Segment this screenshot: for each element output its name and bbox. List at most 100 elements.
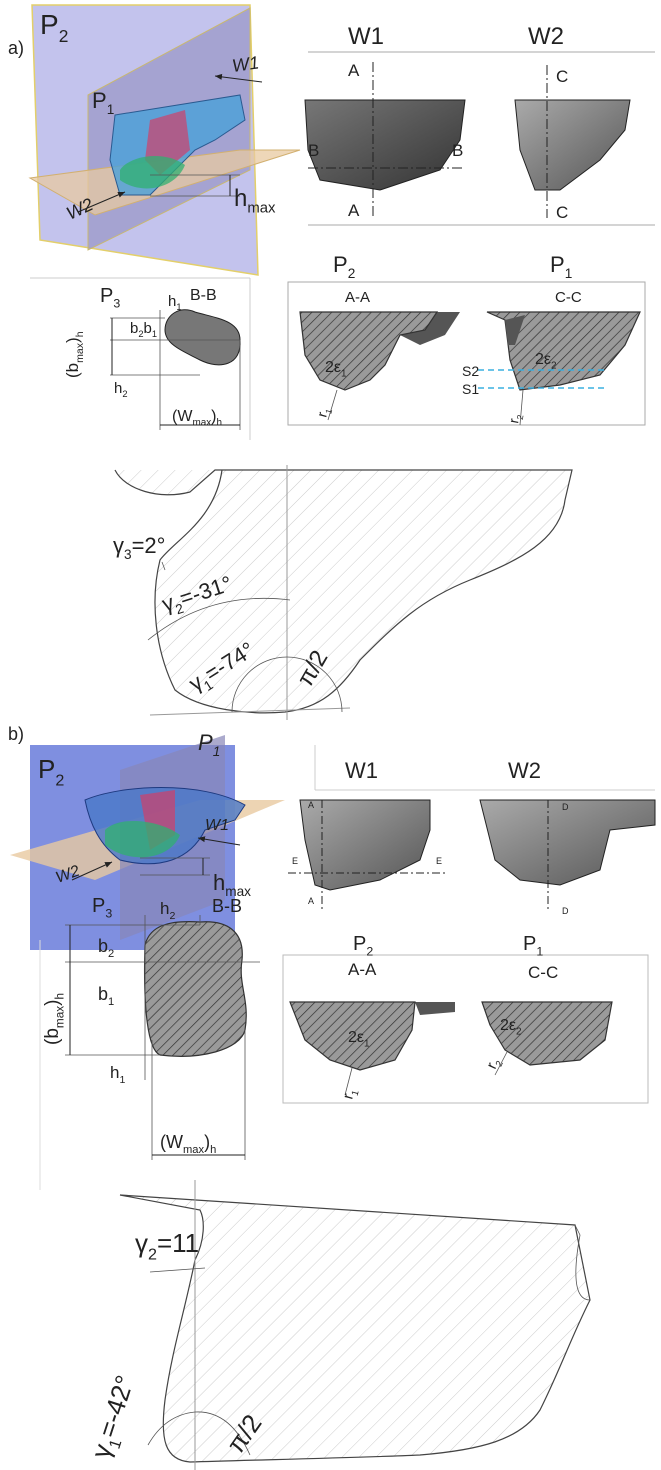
text-part: B-B xyxy=(212,896,242,916)
section-mark: A xyxy=(348,61,360,80)
level-label: S2 xyxy=(462,363,479,379)
view-shape xyxy=(300,800,430,890)
plane-label: P1 xyxy=(198,730,220,759)
angle-label: γ1=-42° xyxy=(85,1372,145,1464)
text-part: B xyxy=(308,141,319,160)
text-part: W1 xyxy=(348,23,384,50)
text-part: W1 xyxy=(205,817,229,834)
text-part: P xyxy=(92,88,107,113)
text-part: b xyxy=(98,936,108,956)
view-title: W1 xyxy=(345,758,378,783)
section-title: C-C xyxy=(528,963,558,982)
text-part: C xyxy=(556,67,568,86)
text-part: γ xyxy=(135,1228,148,1258)
subscript: 1 xyxy=(176,302,181,312)
subscript: 2 xyxy=(108,948,114,960)
views-a: W1 W2 A A B B C C xyxy=(305,23,655,225)
dimension-label: (Wmax)h xyxy=(160,1132,216,1156)
subscript: 1 xyxy=(213,744,221,759)
radius-label: r1 xyxy=(339,1087,360,1102)
page: {"panel_a":{"label":"a)", "view_3d":{"pl… xyxy=(0,0,661,1470)
subscript: 2 xyxy=(516,1026,522,1037)
text-part: C-C xyxy=(555,289,582,306)
dimension-label: (bmax)h xyxy=(63,331,86,378)
text-part: 2ε xyxy=(535,351,551,368)
section-mark: E xyxy=(436,856,442,866)
view-3d-b: b) P2 P1 W1 W2 hmax xyxy=(8,724,285,950)
subscript: 1 xyxy=(536,945,543,959)
angle-label: γ2=11 xyxy=(135,1228,199,1263)
section-mark: B xyxy=(308,141,319,160)
panel-label: a) xyxy=(8,38,24,58)
view-shape xyxy=(515,100,630,190)
subscript: 3 xyxy=(105,907,112,921)
text-part: E xyxy=(292,856,298,866)
section-mark: A xyxy=(308,800,314,810)
subscript: 1 xyxy=(107,102,115,117)
text-part: A xyxy=(348,61,360,80)
section-mark: E xyxy=(292,856,298,866)
subscript: 2 xyxy=(148,1245,157,1263)
subscript: max xyxy=(192,417,211,428)
section-shape xyxy=(145,922,247,1057)
subscript: max xyxy=(183,1144,204,1156)
text-part: S2 xyxy=(462,363,479,379)
section-shape xyxy=(165,310,240,365)
text-part: γ xyxy=(113,533,124,558)
subscript: max xyxy=(74,342,86,363)
section-mark: C xyxy=(556,67,568,86)
subscript: 1 xyxy=(152,329,157,339)
subscript: 1 xyxy=(350,1089,361,1097)
text-part: h xyxy=(213,870,225,895)
subscript: max xyxy=(53,1006,66,1028)
text-part: (W xyxy=(172,408,193,425)
subscript: 1 xyxy=(119,1074,125,1086)
plane-label: P1 xyxy=(550,252,572,281)
arrow-label: W1 xyxy=(205,817,229,834)
figure: a) P2 W1 P1 W2 hmax W1 W2 A A B B C C P3… xyxy=(0,0,661,1470)
subscript: 2 xyxy=(55,771,64,789)
subscript: 1 xyxy=(364,1038,370,1049)
subscript: h xyxy=(53,993,66,1000)
section-mark: A xyxy=(308,896,314,906)
subscript: 2 xyxy=(348,266,356,281)
text-part: =2° xyxy=(132,533,166,558)
section-shape xyxy=(300,312,437,390)
text-part: D xyxy=(562,906,569,916)
subscript: h xyxy=(210,1144,216,1156)
text-part: A xyxy=(308,800,314,810)
view-shape xyxy=(305,100,465,190)
text-part: W2 xyxy=(508,758,541,783)
sections-a: P2 P1 A-A C-C 2ε1 r1 2ε2 S2 S1 r2 xyxy=(288,252,645,425)
text-part: b xyxy=(130,320,138,337)
plane-label: P2 xyxy=(353,933,373,959)
subscript: 2 xyxy=(122,389,127,399)
dimension-label: h2 xyxy=(114,380,128,399)
subscript: h xyxy=(216,417,222,428)
text-part: A-A xyxy=(348,960,377,979)
subscript: 2 xyxy=(59,26,69,46)
angles-b: γ2=11 γ1=-42° π/2 xyxy=(85,1180,590,1470)
text-part: (b xyxy=(63,363,82,378)
section-title: B-B xyxy=(212,896,242,916)
view-title: W1 xyxy=(348,23,384,50)
dimension-label: h1 xyxy=(168,293,182,312)
text-part: 2ε xyxy=(325,359,341,376)
text-part: B xyxy=(452,141,463,160)
section-mark: C xyxy=(556,203,568,222)
view-shape xyxy=(480,800,655,885)
dimension-label: b1 xyxy=(98,984,114,1008)
section-title: C-C xyxy=(555,289,582,306)
sections-b: P2 P1 A-A C-C 2ε1 r1 2ε2 r2 xyxy=(283,933,648,1103)
plane-label: P3 xyxy=(100,285,120,311)
text-part: h xyxy=(110,1063,119,1082)
radius-label: r2 xyxy=(483,1055,505,1072)
text-part: h xyxy=(160,899,169,918)
text-part: C-C xyxy=(528,963,558,982)
text-part: P xyxy=(523,933,536,955)
text-part: W2 xyxy=(528,23,564,50)
arrow-label: W1 xyxy=(231,52,261,76)
text-part: B-B xyxy=(190,287,217,304)
section-title: B-B xyxy=(190,287,217,304)
text-part: a) xyxy=(8,38,24,58)
